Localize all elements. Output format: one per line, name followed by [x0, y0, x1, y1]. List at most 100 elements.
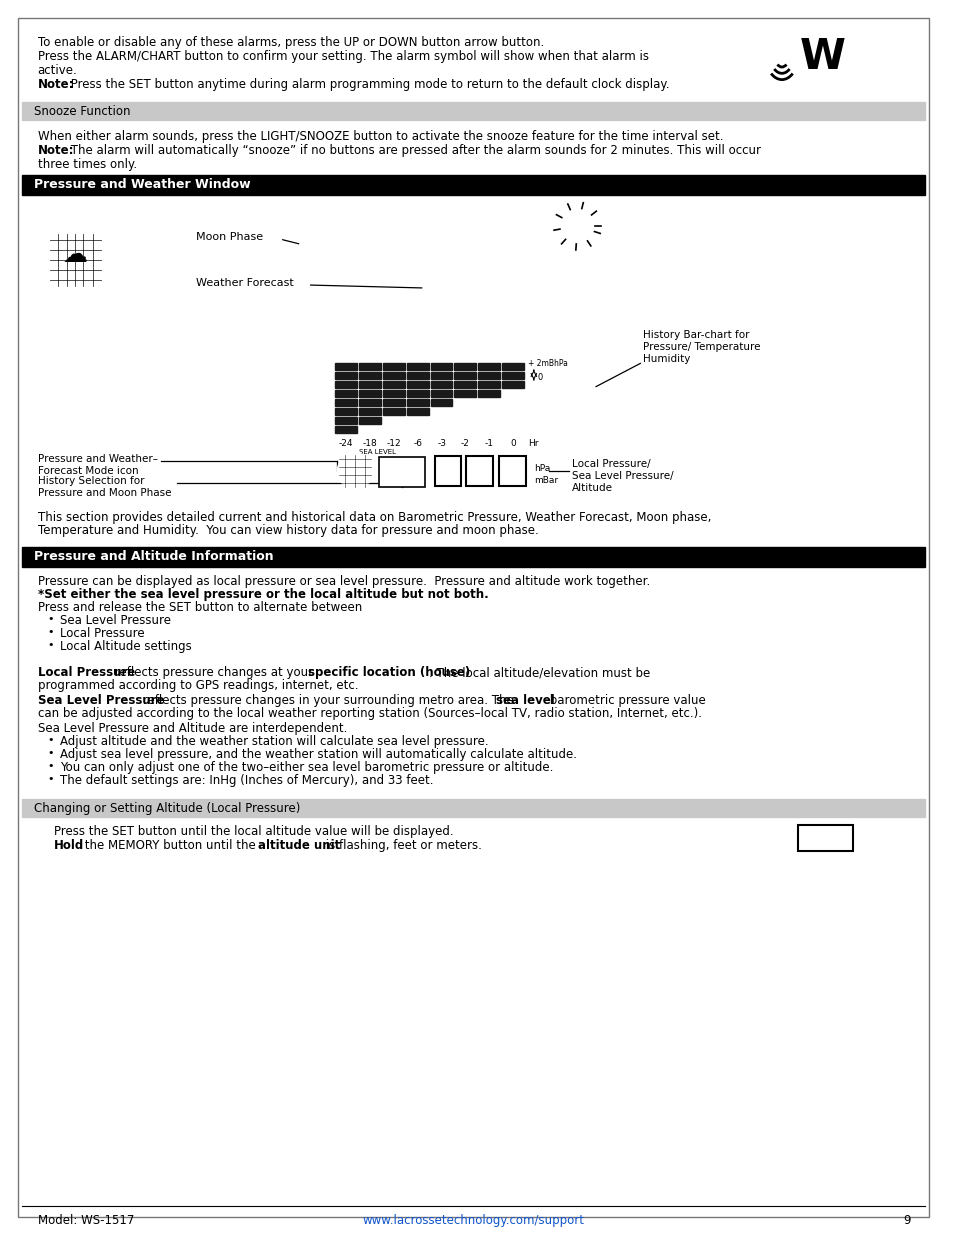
Text: •: •	[48, 748, 54, 758]
Text: can be adjusted according to the local weather reporting station (Sources–local : can be adjusted according to the local w…	[38, 706, 701, 720]
Wedge shape	[299, 227, 319, 267]
Text: The default settings are: InHg (Inches of Mercury), and 33 feet.: The default settings are: InHg (Inches o…	[59, 774, 433, 787]
Text: Humidity: Humidity	[642, 354, 690, 364]
Text: reflects pressure changes in your surrounding metro area. The: reflects pressure changes in your surrou…	[139, 694, 517, 706]
Bar	[335, 426, 356, 433]
Text: Adjust altitude and the weather station will calculate sea level pressure.: Adjust altitude and the weather station …	[59, 735, 488, 748]
Bar	[359, 390, 380, 396]
Text: Note:: Note:	[38, 78, 74, 91]
Bar	[501, 372, 523, 379]
Bar	[359, 363, 380, 370]
Bar	[498, 456, 525, 487]
Text: Local Pressure: Local Pressure	[59, 627, 144, 640]
Text: Sea Level Pressure and Altitude are interdependent.: Sea Level Pressure and Altitude are inte…	[38, 722, 347, 735]
Text: . The local altitude/elevation must be: . The local altitude/elevation must be	[428, 666, 649, 679]
Circle shape	[48, 232, 103, 288]
Text: •: •	[48, 614, 54, 624]
Text: Altitude: Altitude	[571, 483, 612, 493]
Bar	[335, 417, 356, 424]
Bar	[382, 382, 404, 388]
Text: *Set either the sea level pressure or the local altitude but not both.: *Set either the sea level pressure or th…	[38, 588, 488, 601]
Text: -2: -2	[460, 438, 469, 448]
Text: 0: 0	[510, 438, 516, 448]
Bar	[477, 372, 499, 379]
Text: -3: -3	[436, 438, 446, 448]
Text: hPa: hPa	[534, 464, 550, 473]
Bar	[359, 417, 380, 424]
Text: •: •	[48, 735, 54, 745]
Bar	[477, 363, 499, 370]
Text: is flashing, feet or meters.: is flashing, feet or meters.	[321, 839, 481, 852]
Bar	[359, 372, 380, 379]
Bar	[466, 456, 493, 487]
Text: Temperature and Humidity.  You can view history data for pressure and moon phase: Temperature and Humidity. You can view h…	[38, 524, 537, 537]
Bar	[335, 372, 356, 379]
Text: When either alarm sounds, press the LIGHT/SNOOZE button to activate the snooze f: When either alarm sounds, press the LIGH…	[38, 130, 722, 143]
Text: -12: -12	[386, 438, 401, 448]
Text: •: •	[48, 774, 54, 784]
Circle shape	[416, 242, 448, 274]
Bar	[22, 799, 923, 818]
Text: Weather Forecast: Weather Forecast	[196, 278, 294, 288]
Bar	[382, 408, 404, 415]
Text: The alarm will automatically “snooze” if no buttons are pressed after the alarm : The alarm will automatically “snooze” if…	[68, 144, 760, 157]
Text: Adjust sea level pressure, and the weather station will automatically calculate : Adjust sea level pressure, and the weath…	[59, 748, 576, 761]
Bar	[359, 399, 380, 406]
Circle shape	[337, 453, 373, 489]
Text: Pressure and Weather Window: Pressure and Weather Window	[33, 178, 250, 191]
Text: Local Altitude settings: Local Altitude settings	[59, 640, 192, 653]
Text: -18: -18	[362, 438, 377, 448]
Text: Pressure and Altitude Information: Pressure and Altitude Information	[33, 550, 274, 563]
Text: active.: active.	[38, 64, 77, 77]
Bar	[406, 390, 428, 396]
Bar	[22, 175, 923, 195]
Text: Hr: Hr	[527, 438, 537, 448]
Text: Feet: Feet	[807, 831, 842, 845]
Circle shape	[314, 232, 344, 262]
Bar	[335, 390, 356, 396]
Text: Pressure and Moon Phase: Pressure and Moon Phase	[38, 488, 171, 498]
Text: Sea Level Pressure/: Sea Level Pressure/	[571, 471, 673, 480]
Bar	[335, 382, 356, 388]
Bar	[477, 390, 499, 396]
Bar	[382, 363, 404, 370]
Bar	[359, 408, 380, 415]
Text: programmed according to GPS readings, internet, etc.: programmed according to GPS readings, in…	[38, 679, 357, 692]
Text: Changing or Setting Altitude (Local Pressure): Changing or Setting Altitude (Local Pres…	[33, 802, 300, 815]
Bar	[435, 456, 461, 487]
Text: reflects pressure changes at your: reflects pressure changes at your	[111, 666, 316, 679]
Bar	[335, 399, 356, 406]
Bar	[430, 399, 452, 406]
Bar	[477, 382, 499, 388]
Text: Hold: Hold	[53, 839, 84, 852]
Bar	[430, 363, 452, 370]
Bar	[430, 382, 452, 388]
Text: SEA LEVEL: SEA LEVEL	[358, 450, 395, 454]
Text: altitude unit: altitude unit	[257, 839, 340, 852]
Bar	[406, 382, 428, 388]
Text: + 2mBhPa: + 2mBhPa	[527, 359, 567, 368]
Bar	[454, 363, 476, 370]
Circle shape	[561, 210, 593, 242]
Bar	[335, 363, 356, 370]
Text: History Bar-chart for: History Bar-chart for	[642, 330, 749, 340]
Text: the MEMORY button until the: the MEMORY button until the	[81, 839, 259, 852]
Text: barometric pressure value: barometric pressure value	[545, 694, 705, 706]
Text: mBar: mBar	[534, 475, 558, 485]
Circle shape	[476, 233, 523, 282]
Text: Moon Phase: Moon Phase	[196, 232, 263, 242]
Text: 0: 0	[473, 461, 485, 480]
Text: To enable or disable any of these alarms, press the UP or DOWN button arrow butt: To enable or disable any of these alarms…	[38, 36, 543, 49]
Text: History Selection for: History Selection for	[38, 475, 144, 487]
Text: three times only.: three times only.	[38, 158, 136, 170]
Bar	[406, 399, 428, 406]
Bar	[406, 408, 428, 415]
Bar	[430, 372, 452, 379]
Text: W: W	[799, 36, 844, 78]
Text: specific location (house): specific location (house)	[307, 666, 470, 679]
Text: Pressure and Weather–: Pressure and Weather–	[38, 454, 157, 464]
Bar	[406, 363, 428, 370]
Bar	[22, 547, 923, 567]
Bar	[378, 457, 424, 487]
Text: 0: 0	[537, 373, 542, 382]
